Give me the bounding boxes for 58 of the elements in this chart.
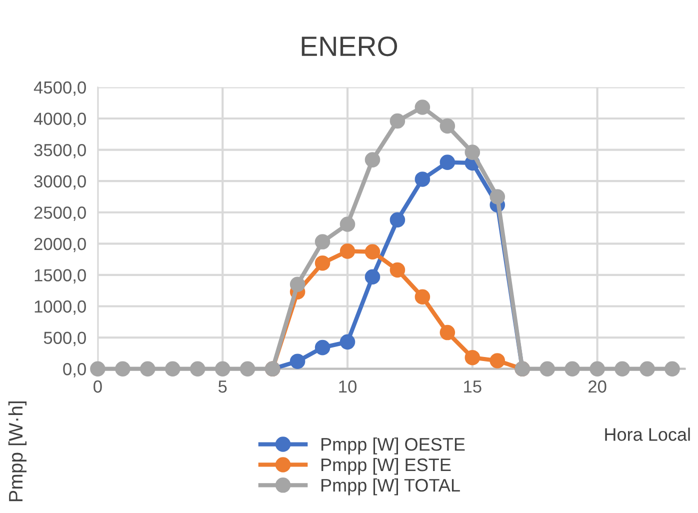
x-axis-title: Hora Local (605, 428, 690, 441)
point (115, 361, 130, 376)
y-tick-label: 4500,0 (34, 81, 86, 96)
y-tick-label: 3000,0 (34, 175, 86, 190)
y-tick-label: 2000,0 (34, 238, 86, 252)
point (364, 152, 380, 168)
point (290, 354, 306, 369)
x-tick-label: 20 (588, 380, 606, 393)
point (340, 244, 356, 259)
legend-label: Pmpp [W] ESTE (321, 458, 451, 475)
point (464, 144, 480, 160)
point (614, 361, 630, 376)
point (364, 269, 380, 284)
point (390, 212, 406, 228)
point (440, 324, 456, 340)
point (414, 100, 430, 115)
y-tick-label: 3500,0 (34, 144, 86, 158)
point (190, 361, 206, 376)
x-tick-label: 10 (339, 380, 356, 393)
y-axis-title: Pmpp [W·h] (8, 402, 27, 502)
point (540, 361, 555, 376)
point (314, 234, 330, 250)
point (564, 361, 580, 376)
x-tick-label: 15 (464, 380, 482, 393)
point (340, 334, 356, 350)
point (390, 262, 406, 278)
y-tick-label: 2500,0 (34, 206, 86, 221)
point (140, 361, 156, 376)
point (490, 189, 506, 204)
y-tick-label: 1500,0 (34, 269, 86, 284)
point (165, 361, 180, 376)
point (364, 244, 380, 260)
point (340, 216, 356, 232)
x-tick-label: 0 (94, 380, 102, 393)
y-tick-label: 500,0 (44, 332, 86, 346)
point (440, 154, 456, 170)
legend-label: Pmpp [W] TOTAL (321, 478, 460, 496)
point (640, 361, 655, 376)
point (464, 350, 480, 366)
point (290, 276, 306, 292)
point (490, 353, 506, 368)
point (440, 118, 456, 134)
x-tick-label: 5 (218, 380, 227, 393)
chart-title: ENERO (302, 36, 398, 56)
point (414, 289, 430, 305)
point (90, 361, 106, 376)
legend-label: Pmpp [W] OESTE (321, 438, 465, 454)
y-tick-label: 4000,0 (34, 112, 86, 128)
point (414, 172, 430, 187)
y-tick-label: 1000,0 (34, 300, 86, 315)
point (314, 255, 330, 271)
y-tick-label: 0,0 (63, 363, 86, 378)
point (590, 361, 605, 376)
point (390, 113, 406, 129)
point (240, 361, 256, 376)
point (664, 361, 680, 376)
point (314, 340, 330, 356)
point (214, 361, 230, 376)
